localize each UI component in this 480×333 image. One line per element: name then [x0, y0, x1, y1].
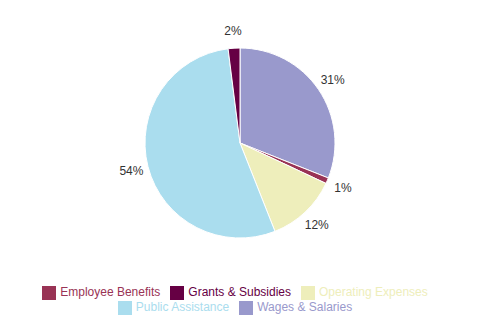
svg-text:2%: 2%	[224, 24, 242, 38]
html-text:Public Assistance: Public Assistance	[135, 300, 230, 315]
html-text:Wages & Salaries: Wages & Salaries	[257, 300, 353, 315]
svg-text:12%: 12%	[305, 218, 329, 232]
svg-text:31%: 31%	[321, 73, 345, 87]
html-text:Employee Benefits: Employee Benefits	[60, 285, 161, 300]
html-text:Operating Expenses: Operating Expenses	[319, 285, 428, 300]
svg-text:1%: 1%	[334, 181, 352, 195]
svg-text:54%: 54%	[119, 164, 143, 178]
html-text:Grants & Subsidies: Grants & Subsidies	[188, 285, 291, 300]
